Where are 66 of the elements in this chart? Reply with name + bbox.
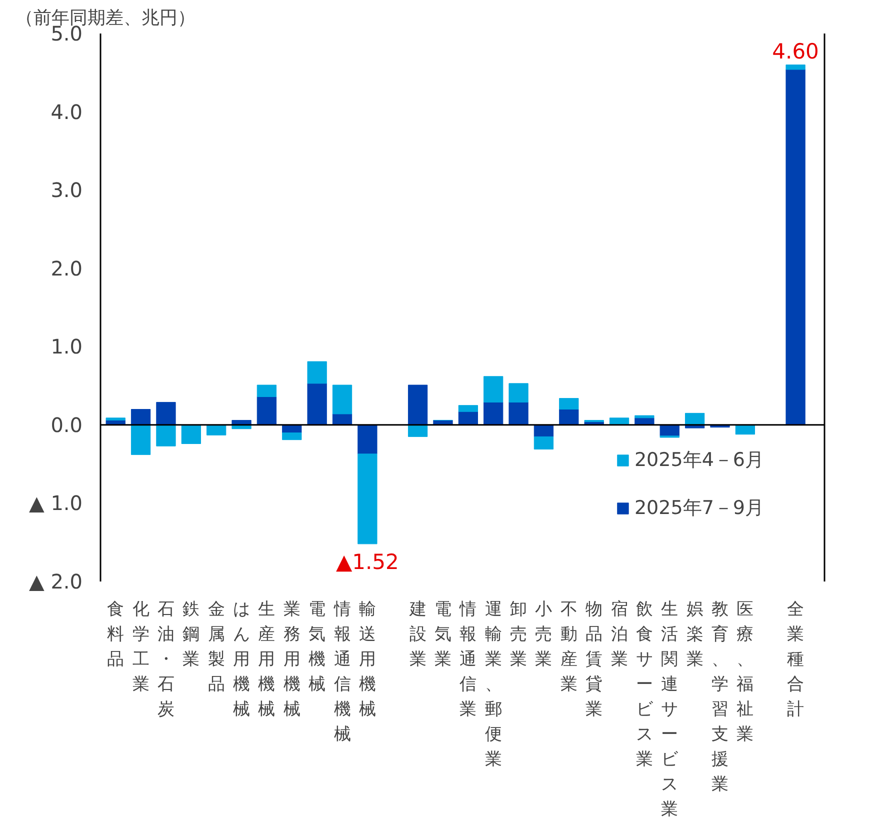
category-label: 生活関連サービス業 (661, 600, 678, 820)
x-tick-label: 飲食サービス業 (636, 600, 654, 770)
bar (130, 424, 151, 455)
bar (358, 424, 378, 454)
x-tick-label: 卸売業 (510, 600, 528, 670)
bar (559, 398, 579, 410)
x-tick-label: 金属製品 (208, 600, 225, 694)
bar (408, 424, 428, 437)
y-tick-label: 3.0 (50, 178, 83, 202)
bar (508, 402, 528, 426)
bar (307, 383, 327, 426)
x-tick-label: 電気機械 (308, 600, 326, 694)
bar (458, 405, 478, 412)
bar (484, 376, 504, 402)
x-tick-label: 鉄鋼業 (182, 600, 200, 670)
bar (106, 418, 126, 420)
bar (130, 409, 151, 426)
y-tick-label: 1.0 (50, 334, 83, 359)
bar (484, 402, 504, 426)
bar (156, 402, 176, 426)
bar (307, 361, 327, 384)
x-tick-label: 業務用機械 (283, 600, 300, 720)
x-tick-label: 物品賃貸業 (586, 600, 603, 720)
bar (786, 64, 806, 70)
x-tick-label: 運輸業、郵便業 (484, 600, 502, 770)
bar (534, 436, 554, 450)
x-tick-label: 情報通信業 (458, 600, 477, 720)
bar (332, 384, 352, 414)
x-tick-label: 小売業 (535, 600, 552, 670)
x-tick-label: 石油・石炭 (157, 600, 174, 720)
x-tick-label: 娯楽業 (686, 600, 704, 670)
legend-label: 2025年4－6月 (634, 448, 764, 473)
x-tick-label: 電気業 (434, 600, 452, 670)
annotation: ▲1.52 (336, 550, 399, 574)
bar (634, 415, 654, 418)
x-tick-label: 不動産業 (560, 600, 578, 694)
x-tick-label: 化学工業 (132, 600, 150, 694)
x-tick-label: 情報通信機械 (332, 600, 351, 744)
y-tick-label: 4.0 (50, 100, 83, 124)
y-tick-label: 2.0 (50, 256, 83, 280)
x-tick-label: 建設業 (408, 600, 426, 670)
bar (256, 396, 277, 426)
bar (358, 454, 378, 544)
y-tick-label: ▲ 1.0 (28, 491, 82, 516)
bar (559, 409, 579, 426)
y-tick-label: 0.0 (50, 412, 83, 437)
x-tick-label: 全業種合計 (787, 600, 804, 720)
x-tick-label: 医療、福祉業 (736, 600, 754, 744)
bar (181, 424, 201, 444)
x-tick-label: 宿泊業 (610, 600, 628, 670)
x-tick-label: 教育、学習支援業 (711, 600, 728, 794)
x-tick-label: はん用機械 (233, 600, 250, 720)
bar (282, 432, 302, 440)
y-tick-label: ▲ 2.0 (28, 570, 82, 594)
bar (508, 383, 528, 402)
bar (206, 424, 226, 436)
x-tick-label: 輸送用機械 (358, 600, 376, 720)
bar (735, 424, 755, 435)
x-tick-label: 食料品 (107, 600, 124, 670)
annotation: 4.60 (772, 40, 819, 64)
legend-label: 2025年7－9月 (634, 496, 764, 521)
bar (256, 384, 277, 397)
x-tick-label: 生産用機械 (258, 600, 276, 720)
bar (156, 424, 176, 446)
bar (786, 69, 806, 426)
bar (408, 384, 428, 426)
